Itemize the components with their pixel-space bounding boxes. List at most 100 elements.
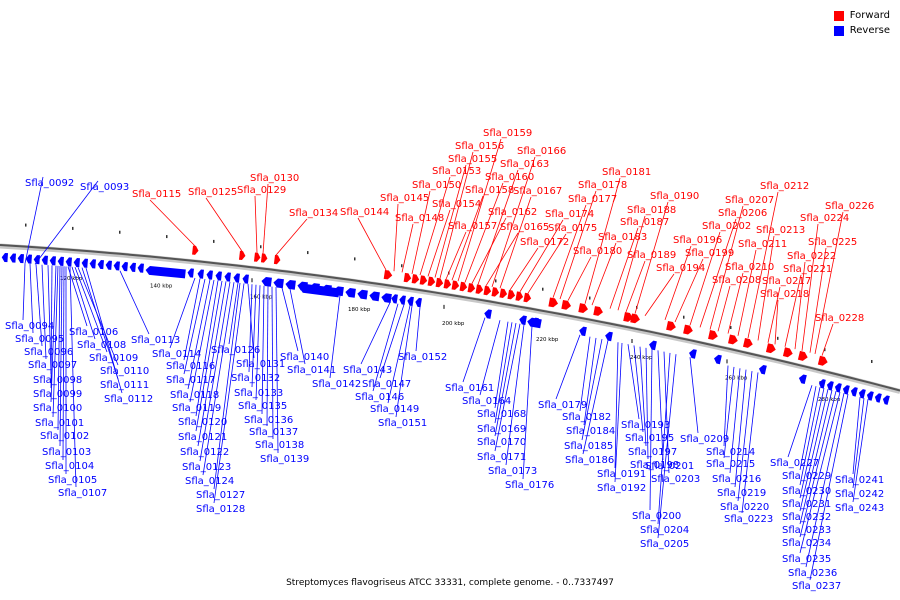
- gene-label: Sfla_0191: [597, 469, 646, 480]
- leader-line: [617, 215, 646, 311]
- gene-label: Sfla_0117: [166, 375, 215, 386]
- forward-gene: [403, 272, 412, 283]
- leader-line: [649, 349, 653, 511]
- leader-line: [29, 263, 34, 334]
- leader-line: [639, 346, 647, 447]
- gene-label: Sfla_0202: [702, 221, 751, 232]
- gene-label: Sfla_0157: [448, 221, 497, 232]
- gene-label: Sfla_0126: [211, 345, 260, 356]
- gene-label: Sfla_0236: [788, 568, 837, 579]
- gene-label: Sfla_0217: [762, 276, 811, 287]
- gene-label: Sfla_0160: [485, 172, 534, 183]
- gene-label: Sfla_0224: [800, 213, 849, 224]
- legend-forward-label: Forward: [849, 10, 890, 21]
- gene-label: Sfla_0172: [520, 237, 569, 248]
- leader-line: [357, 217, 387, 271]
- gene-label: Sfla_0110: [100, 366, 149, 377]
- forward-gene: [459, 281, 468, 292]
- gene-label: Sfla_0137: [249, 427, 298, 438]
- minor-tick: [72, 226, 74, 230]
- leader-line: [248, 284, 253, 373]
- leader-line: [199, 281, 231, 462]
- gene-label: Sfla_0095: [15, 334, 64, 345]
- gene-label: Sfla_0229: [782, 471, 831, 482]
- leader-line: [581, 338, 603, 441]
- minor-tick: [542, 287, 544, 291]
- leader-line: [799, 391, 837, 538]
- gene-label: Sfla_0156: [455, 141, 504, 152]
- gene-label: Sfla_0175: [548, 223, 597, 234]
- leader-line: [614, 342, 619, 469]
- leader-line: [821, 323, 834, 356]
- reverse-gene: [97, 259, 104, 270]
- forward-gene: [499, 288, 508, 298]
- gene-label: Sfla_0152: [398, 352, 447, 363]
- gene-label: Sfla_0145: [380, 193, 429, 204]
- tick-label: 200 kbp: [442, 321, 465, 327]
- leader-line: [149, 199, 196, 247]
- leader-line: [787, 385, 813, 458]
- gene-label: Sfla_0155: [448, 154, 497, 165]
- tick-label: 220 kbp: [536, 337, 559, 343]
- reverse-gene: [874, 393, 882, 403]
- reverse-gene: [407, 296, 414, 307]
- leader-line: [401, 223, 414, 273]
- gene-label: Sfla_0141: [287, 365, 336, 376]
- gene-label: Sfla_0100: [33, 403, 82, 414]
- gene-label: Sfla_0136: [244, 415, 293, 426]
- gene-label: Sfla_0174: [545, 209, 594, 220]
- reverse-gene: [381, 293, 392, 304]
- leader-line: [852, 399, 869, 503]
- minor-tick: [25, 223, 27, 227]
- gene-label: Sfla_0138: [255, 440, 304, 451]
- gene-label: Sfla_0093: [80, 182, 129, 193]
- reverse-gene: [17, 254, 24, 264]
- gene-label: Sfla_0201: [645, 461, 694, 472]
- leader-line: [727, 272, 744, 334]
- leader-line: [852, 397, 861, 475]
- leader-line: [183, 278, 206, 375]
- leader-line: [559, 190, 597, 300]
- gene-label: Sfla_0107: [58, 488, 107, 499]
- gene-label: Sfla_0127: [196, 490, 245, 501]
- forward-gene: [491, 287, 500, 297]
- gene-label: Sfla_0146: [355, 392, 404, 403]
- leader-line: [582, 340, 609, 455]
- leader-line: [505, 324, 525, 466]
- gene-label: Sfla_0122: [180, 447, 229, 458]
- leader-line: [213, 283, 245, 504]
- gene-label: Sfla_0226: [825, 201, 874, 212]
- reverse-gene: [81, 258, 88, 268]
- gene-label: Sfla_0118: [170, 390, 219, 401]
- gene-label: Sfla_0216: [712, 474, 761, 485]
- gene-label: Sfla_0173: [488, 466, 537, 477]
- gene-label: Sfla_0219: [717, 488, 766, 499]
- leader-line: [261, 285, 265, 415]
- gene-label: Sfla_0242: [835, 489, 884, 500]
- reverse-gene: [65, 257, 72, 267]
- gene-label: Sfla_0104: [45, 461, 94, 472]
- leader-line: [451, 195, 484, 281]
- gene-label: Sfla_0105: [48, 475, 97, 486]
- leader-line: [741, 372, 759, 514]
- gene-label: Sfla_0171: [477, 452, 526, 463]
- reverse-gene: [798, 374, 807, 385]
- leader-line: [471, 217, 507, 284]
- leader-line: [202, 282, 235, 476]
- forward-gene: [435, 277, 444, 288]
- reverse-gene: [49, 256, 56, 266]
- gene-label: Sfla_0115: [132, 189, 181, 200]
- reverse-gene: [758, 364, 767, 375]
- leader-line: [809, 247, 827, 353]
- leader-line: [52, 265, 59, 418]
- gene-label: Sfla_0187: [620, 217, 669, 228]
- gene-label: Sfla_0167: [513, 186, 562, 197]
- gene-label: Sfla_0125: [188, 187, 237, 198]
- reverse-gene: [145, 265, 186, 279]
- reverse-gene: [484, 309, 492, 319]
- leader-line: [757, 235, 775, 341]
- leader-line: [251, 284, 257, 388]
- leader-line: [814, 211, 844, 355]
- leader-line: [583, 337, 597, 426]
- forward-gene: [623, 312, 633, 322]
